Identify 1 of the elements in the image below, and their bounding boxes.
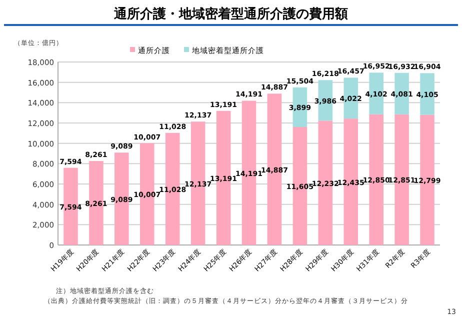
chart-title: 通所介護・地域密着型通所介護の費用額	[113, 6, 348, 22]
